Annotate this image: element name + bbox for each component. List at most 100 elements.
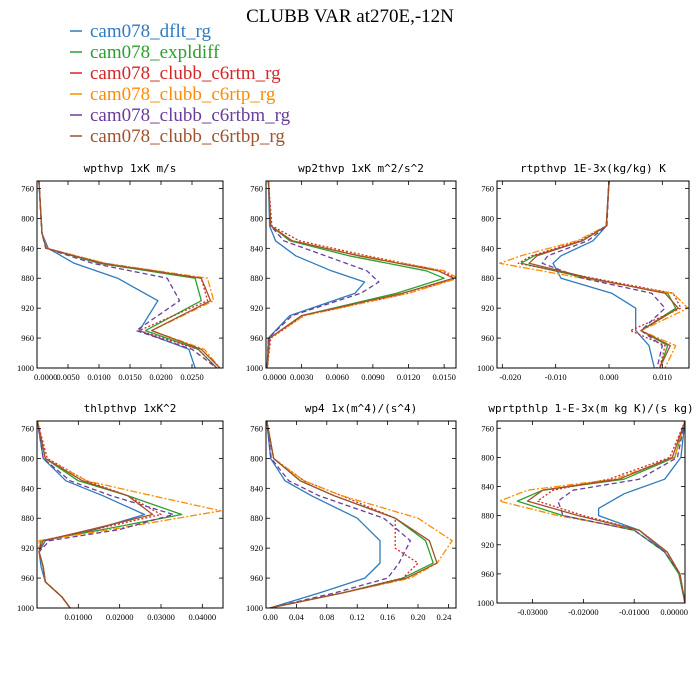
legend-item: cam078_clubb_c6rtp_rg	[70, 84, 276, 105]
x-tick-label: 0.0000	[34, 372, 57, 382]
x-tick-label: 0.0000	[263, 372, 286, 382]
legend-item: cam078_clubb_c6rtbp_rg	[70, 126, 285, 147]
y-tick-label: 800	[21, 453, 34, 463]
x-tick-label: 0.0150	[118, 372, 141, 382]
y-tick-label: 840	[21, 483, 34, 493]
x-tick-label: 0.08	[319, 612, 334, 622]
series-group	[498, 421, 685, 603]
x-tick-label: 0.0250	[180, 372, 203, 382]
x-tick-label: 0.04000	[189, 612, 217, 622]
y-tick-label: 920	[21, 543, 34, 553]
series-line	[520, 181, 677, 368]
x-tick-label: 0.02000	[106, 612, 134, 622]
y-tick-label: 760	[21, 183, 34, 193]
y-tick-label: 800	[481, 452, 494, 462]
legend-label: cam078_clubb_c6rtp_rg	[90, 84, 276, 105]
x-tick-label: 0.24	[437, 612, 453, 622]
y-tick-label: 760	[21, 423, 34, 433]
legend: cam078_dflt_rgcam078_expldiffcam078_club…	[70, 21, 291, 147]
y-tick-label: 760	[250, 183, 263, 193]
series-line	[541, 181, 666, 368]
y-tick-label: 960	[481, 333, 494, 343]
series-line	[552, 181, 655, 368]
y-tick-label: 920	[250, 303, 263, 313]
y-tick-label: 840	[250, 243, 263, 253]
x-tick-label: -0.02000	[568, 607, 598, 617]
series-line	[597, 421, 685, 603]
series-line	[37, 421, 222, 608]
legend-label: cam078_clubb_c6rtbp_rg	[90, 126, 285, 147]
series-group	[499, 181, 689, 368]
series-line	[37, 421, 175, 608]
y-tick-label: 960	[21, 333, 34, 343]
chart-panel-6: wprtpthlp 1-E-3x(m kg K)/(s kg) 760 800 840…	[477, 402, 694, 617]
chart-panel-2: wp2thvp 1xK m^2/s^2 760 800 840 880 920 960 100…	[246, 162, 457, 382]
panel-title: wprtpthlp 1-E-3x(m kg K)/(s kg)	[488, 402, 693, 415]
y-tick-label: 960	[250, 573, 263, 583]
series-line	[266, 421, 412, 608]
legend-item: cam078_expldiff	[70, 42, 220, 63]
series-line	[526, 421, 685, 603]
plot-frame	[36, 180, 224, 369]
chart-panel-4: thlpthvp 1xK^2 760 800 840 880 920 960 1000 0.01…	[17, 402, 224, 622]
chart-panel-3: rtpthvp 1E-3x(kg/kg) K 760 800 840 880 920 960…	[477, 162, 690, 382]
y-tick-label: 920	[21, 303, 34, 313]
y-tick-label: 840	[250, 483, 263, 493]
panel-title: rtpthvp 1E-3x(kg/kg) K	[520, 162, 666, 175]
y-tick-label: 1000	[17, 603, 34, 613]
x-tick-label: 0.0060	[326, 372, 349, 382]
x-tick-label: 0.20	[411, 612, 426, 622]
x-tick-label: -0.010	[545, 372, 567, 382]
y-tick-label: 880	[250, 513, 263, 523]
y-tick-label: 800	[481, 213, 494, 223]
y-tick-label: 800	[250, 213, 263, 223]
series-line	[536, 421, 685, 603]
x-tick-label: 0.0100	[87, 372, 110, 382]
legend-item: cam078_clubb_c6rtm_rg	[70, 63, 281, 84]
plot-frame	[496, 420, 686, 604]
x-tick-label: -0.020	[499, 372, 521, 382]
y-tick-label: 800	[21, 213, 34, 223]
series-line	[266, 421, 381, 608]
series-line	[266, 181, 456, 368]
series-line	[38, 181, 218, 368]
y-tick-label: 1000	[246, 603, 263, 613]
legend-item: cam078_dflt_rg	[70, 21, 212, 42]
legend-label: cam078_clubb_c6rtm_rg	[90, 63, 281, 84]
series-line	[266, 181, 366, 368]
panels: wpthvp 1xK m/s76080084088092096010000.00…	[17, 162, 694, 622]
x-tick-label: 0.0120	[397, 372, 420, 382]
y-tick-label: 920	[481, 540, 494, 550]
series-line	[38, 181, 218, 368]
series-group	[37, 421, 222, 608]
y-tick-label: 840	[481, 482, 494, 492]
legend-label: cam078_clubb_c6rtbm_rg	[90, 105, 291, 126]
y-tick-label: 880	[250, 273, 263, 283]
series-line	[266, 181, 456, 368]
chart-panel-1: wpthvp 1xK m/s76080084088092096010000.00…	[17, 162, 224, 382]
series-line	[37, 421, 154, 608]
y-tick-label: 960	[21, 573, 34, 583]
y-tick-label: 1000	[477, 598, 494, 608]
series-group	[266, 421, 453, 608]
y-tick-label: 880	[481, 511, 494, 521]
y-tick-label: 960	[481, 569, 494, 579]
plot-frame	[265, 180, 457, 369]
legend-label: cam078_dflt_rg	[90, 21, 212, 42]
series-group	[38, 181, 221, 368]
x-tick-label: 0.0030	[290, 372, 313, 382]
x-tick-label: 0.000	[599, 372, 618, 382]
figure-title: CLUBB VAR at270E,-12N	[246, 6, 454, 27]
y-tick-label: 800	[250, 453, 263, 463]
series-line	[266, 181, 455, 368]
series-group	[266, 181, 456, 368]
x-tick-label: -0.01000	[619, 607, 649, 617]
y-tick-label: 1000	[477, 363, 494, 373]
panel-title: wp4 1x(m^4)/(s^4)	[305, 402, 418, 415]
legend-item: cam078_clubb_c6rtbm_rg	[70, 105, 291, 126]
series-line	[498, 421, 685, 603]
x-tick-label: 0.00000	[660, 607, 688, 617]
y-tick-label: 1000	[17, 363, 34, 373]
x-tick-label: 0.0150	[432, 372, 455, 382]
